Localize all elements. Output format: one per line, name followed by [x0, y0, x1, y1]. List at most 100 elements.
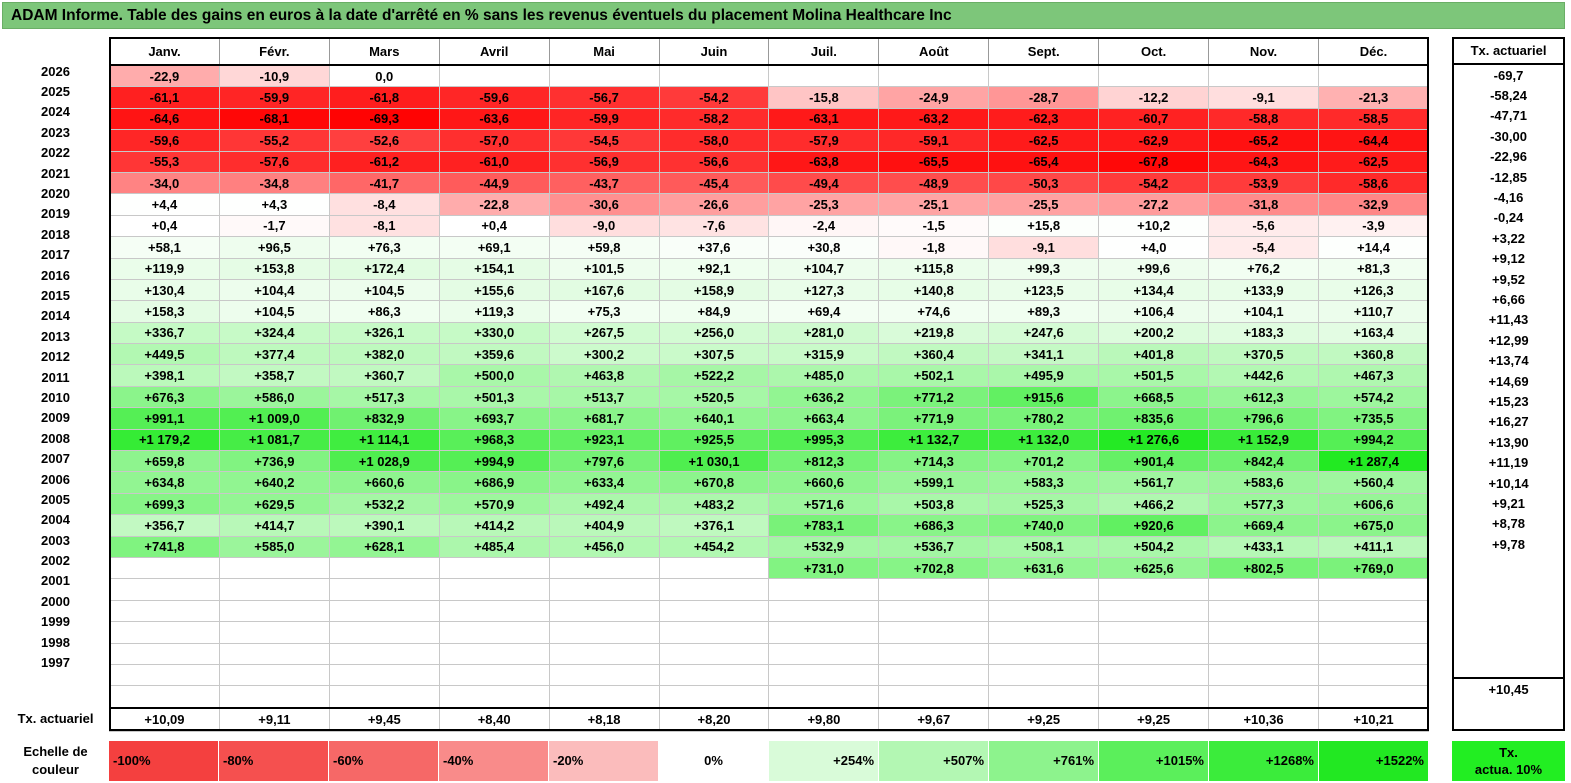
year-label: 2009 [41, 410, 70, 426]
gain-cell: +640,1 [658, 407, 770, 430]
gain-cell: -64,4 [1317, 129, 1430, 152]
gain-cell: +134,4 [1098, 278, 1210, 302]
gain-cell [548, 64, 660, 88]
annual-rate-cell [1452, 575, 1565, 595]
gain-cell: +1 276,6 [1098, 428, 1210, 452]
color-scale-label-line2: couleur [32, 762, 79, 777]
gain-cell: +163,4 [1317, 321, 1430, 345]
gain-cell: +612,3 [1208, 385, 1319, 409]
gain-cell: +741,8 [109, 535, 220, 558]
gain-cell: -57,0 [438, 129, 550, 152]
year-label: 2019 [41, 206, 70, 222]
table-row: +119,9 +153,8 +172,4 +154,1 +101,5 +92,1 +104,… [109, 257, 1430, 280]
annual-rate-cell: +6,66 [1492, 291, 1525, 307]
gain-cell: +110,7 [1317, 300, 1430, 323]
table-row [109, 642, 1430, 665]
gain-cell: +901,4 [1098, 450, 1210, 473]
table-row: -22,9 -10,9 0,0 [109, 64, 1430, 88]
gain-cell [878, 578, 990, 601]
gain-cell: +127,3 [768, 278, 880, 302]
color-scale-label-line1: Echelle de [23, 744, 88, 759]
gain-cell: +358,7 [218, 364, 330, 387]
gain-cell: +115,8 [878, 257, 990, 280]
gain-cell: -58,6 [1317, 171, 1430, 195]
average-cell: +10,21 [1317, 706, 1430, 732]
gain-cell: +92,1 [658, 257, 770, 280]
gain-cell: +219,8 [878, 321, 990, 345]
gain-cell: -27,2 [1098, 193, 1210, 216]
average-cell: +9,25 [1098, 706, 1210, 732]
color-scale-step: +1015% [1099, 741, 1209, 781]
gain-cell: +58,1 [109, 236, 220, 259]
gain-cell: -12,2 [1098, 86, 1210, 109]
gain-cell [109, 599, 220, 623]
gain-cell [988, 642, 1100, 665]
annual-rate-cell: +3,22 [1492, 230, 1525, 246]
gain-cell: -56,6 [658, 150, 770, 173]
gain-cell: -63,8 [768, 150, 880, 173]
gain-cell: +356,7 [109, 514, 220, 537]
gain-cell: +660,6 [328, 471, 440, 494]
gain-cell: +96,5 [218, 236, 330, 259]
gain-cell: +771,9 [878, 407, 990, 430]
gain-cell [328, 599, 440, 623]
gain-cell: +525,3 [988, 492, 1100, 516]
gain-cell: +158,3 [109, 300, 220, 323]
gain-cell [1208, 663, 1319, 687]
gain-cell: -57,6 [218, 150, 330, 173]
gain-cell: +404,9 [548, 514, 660, 537]
gain-cell: +504,2 [1098, 535, 1210, 558]
gain-cell: +324,4 [218, 321, 330, 345]
table-row: +741,8 +585,0 +628,1 +485,4 +456,0 +454,2 +532… [109, 535, 1430, 558]
gain-cell: -63,1 [768, 107, 880, 131]
gain-cell: -59,1 [878, 129, 990, 152]
gain-cell: +59,8 [548, 236, 660, 259]
annual-rate-cell: -4,16 [1493, 190, 1524, 206]
gain-cell: +625,6 [1098, 556, 1210, 580]
gain-cell: +659,8 [109, 450, 220, 473]
gain-cell: +968,3 [438, 428, 550, 452]
annual-rate-cell: +8,78 [1492, 516, 1525, 532]
gain-cell: -9,0 [548, 214, 660, 238]
gain-cell: -57,9 [768, 129, 880, 152]
gain-cell: -34,0 [109, 171, 220, 195]
month-header: Août [878, 37, 990, 66]
gain-cell: -63,6 [438, 107, 550, 131]
annual-rate-cell: +16,27 [1488, 414, 1529, 430]
table-row: +699,3 +629,5 +532,2 +570,9 +492,4 +483,2 +571… [109, 492, 1430, 516]
gain-cell: +360,7 [328, 364, 440, 387]
year-label: 2023 [41, 124, 70, 140]
gain-cell: -56,9 [548, 150, 660, 173]
gain-cell [768, 642, 880, 665]
gain-cell [438, 599, 550, 623]
year-label: 2011 [41, 369, 70, 385]
year-label: 2018 [41, 226, 70, 242]
year-label: 1997 [41, 655, 70, 671]
gain-cell: +281,0 [768, 321, 880, 345]
gain-cell [1098, 685, 1210, 709]
year-label: 2010 [41, 389, 70, 405]
gain-cell [218, 685, 330, 709]
gain-cell: +37,6 [658, 236, 770, 259]
gain-cell: -24,9 [878, 86, 990, 109]
gain-cell: -65,2 [1208, 129, 1319, 152]
gain-cell: +663,4 [768, 407, 880, 430]
gain-cell: -61,1 [109, 86, 220, 109]
gain-cell [658, 578, 770, 601]
gain-cell: +832,9 [328, 407, 440, 430]
gain-cell: +99,6 [1098, 257, 1210, 280]
gain-cell [109, 556, 220, 580]
gain-cell: +536,7 [878, 535, 990, 558]
year-label: 2012 [41, 349, 70, 365]
annual-rate-cell: +9,52 [1492, 271, 1525, 287]
gain-cell [218, 642, 330, 665]
gain-cell: +577,3 [1208, 492, 1319, 516]
gain-cell: +315,9 [768, 343, 880, 366]
gain-cell [768, 621, 880, 644]
month-header: Janv. [109, 37, 220, 66]
gain-cell: +517,3 [328, 385, 440, 409]
gain-cell: +508,1 [988, 535, 1100, 558]
gain-cell: +69,1 [438, 236, 550, 259]
gain-cell: -5,4 [1208, 236, 1319, 259]
gain-cell: +336,7 [109, 321, 220, 345]
